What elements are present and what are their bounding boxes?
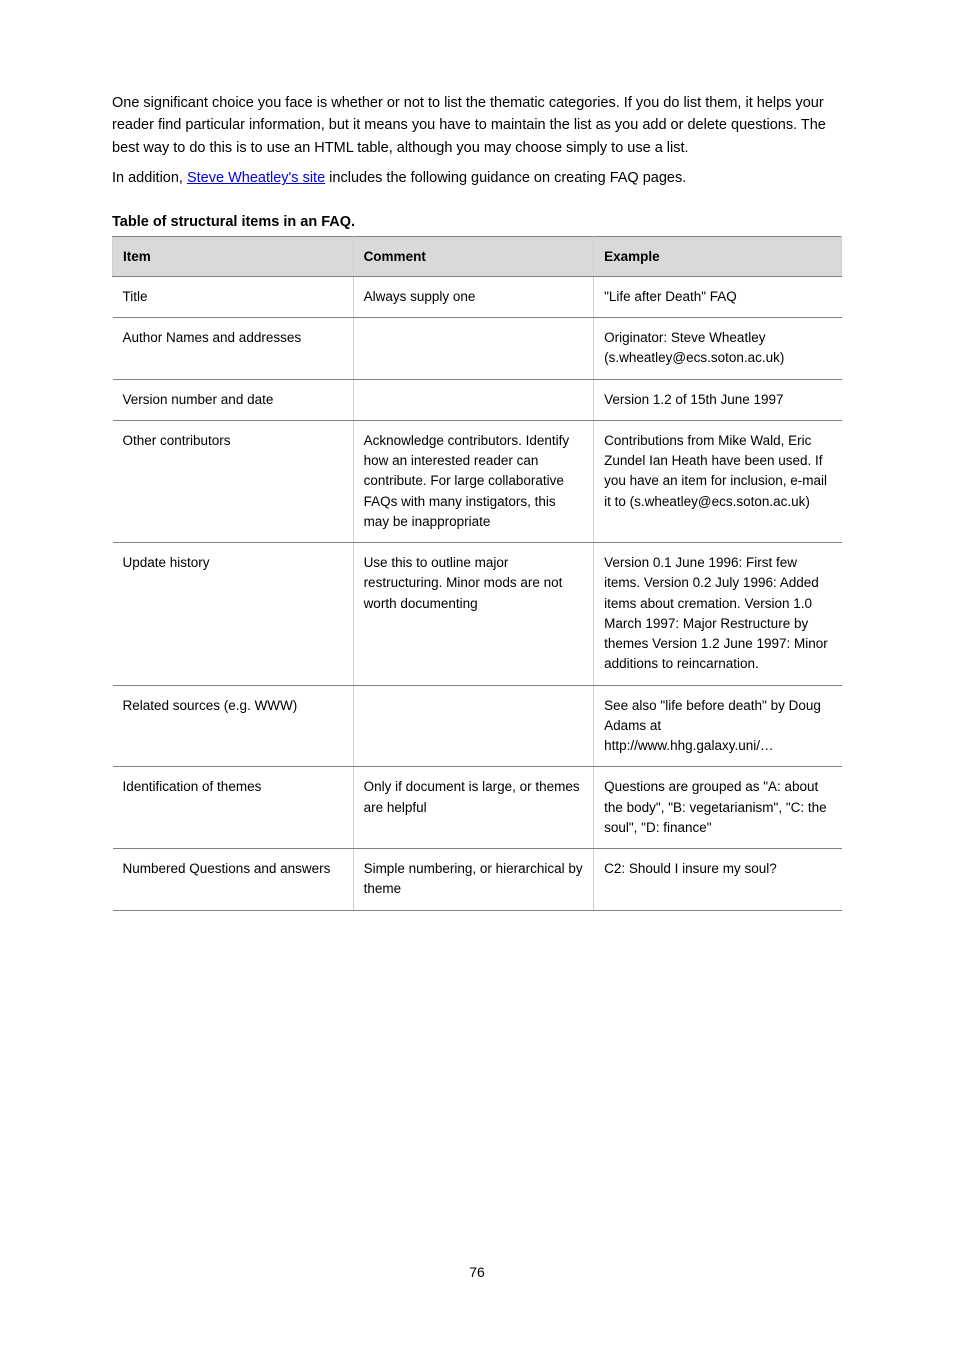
cell-item: Related sources (e.g. WWW) (113, 685, 354, 767)
cell-comment: Only if document is large, or themes are… (353, 767, 594, 849)
table-title: Table of structural items in an FAQ. (112, 214, 842, 230)
cell-comment (353, 379, 594, 420)
cell-item: Other contributors (113, 420, 354, 542)
cell-item: Update history (113, 543, 354, 686)
table-row: Identification of themes Only if documen… (113, 767, 842, 849)
document-page: One significant choice you face is wheth… (0, 0, 954, 971)
cell-example: Originator: Steve Wheatley (s.wheatley@e… (594, 318, 842, 380)
intro-text-prefix: In addition, (112, 170, 187, 186)
cell-example: See also "life before death" by Doug Ada… (594, 685, 842, 767)
cell-comment: Use this to outline major restructuring.… (353, 543, 594, 686)
cell-comment (353, 685, 594, 767)
col-header-comment: Comment (353, 236, 594, 276)
cell-item: Numbered Questions and answers (113, 849, 354, 911)
table-row: Version number and date Version 1.2 of 1… (113, 379, 842, 420)
cell-item: Identification of themes (113, 767, 354, 849)
cell-example: "Life after Death" FAQ (594, 276, 842, 317)
cell-example: Contributions from Mike Wald, Eric Zunde… (594, 420, 842, 542)
cell-example: Version 0.1 June 1996: First few items. … (594, 543, 842, 686)
cell-comment: Simple numbering, or hierarchical by the… (353, 849, 594, 911)
table-row: Other contributors Acknowledge contribut… (113, 420, 842, 542)
cell-comment: Always supply one (353, 276, 594, 317)
table-row: Author Names and addresses Originator: S… (113, 318, 842, 380)
cell-example: Questions are grouped as "A: about the b… (594, 767, 842, 849)
cell-item: Version number and date (113, 379, 354, 420)
steve-wheatley-link[interactable]: Steve Wheatley's site (187, 170, 325, 186)
intro-paragraph-2: In addition, Steve Wheatley's site inclu… (112, 167, 842, 189)
page-number: 76 (0, 1264, 954, 1280)
table-row: Numbered Questions and answers Simple nu… (113, 849, 842, 911)
col-header-example: Example (594, 236, 842, 276)
cell-example: Version 1.2 of 15th June 1997 (594, 379, 842, 420)
table-row: Title Always supply one "Life after Deat… (113, 276, 842, 317)
table-row: Related sources (e.g. WWW) See also "lif… (113, 685, 842, 767)
intro-paragraph-1: One significant choice you face is wheth… (112, 92, 842, 159)
cell-comment (353, 318, 594, 380)
faq-structure-table: Item Comment Example Title Always supply… (112, 236, 842, 911)
cell-item: Title (113, 276, 354, 317)
table-row: Update history Use this to outline major… (113, 543, 842, 686)
intro-text-suffix: includes the following guidance on creat… (325, 170, 686, 186)
col-header-item: Item (113, 236, 354, 276)
cell-item: Author Names and addresses (113, 318, 354, 380)
cell-example: C2: Should I insure my soul? (594, 849, 842, 911)
table-header-row: Item Comment Example (113, 236, 842, 276)
cell-comment: Acknowledge contributors. Identify how a… (353, 420, 594, 542)
